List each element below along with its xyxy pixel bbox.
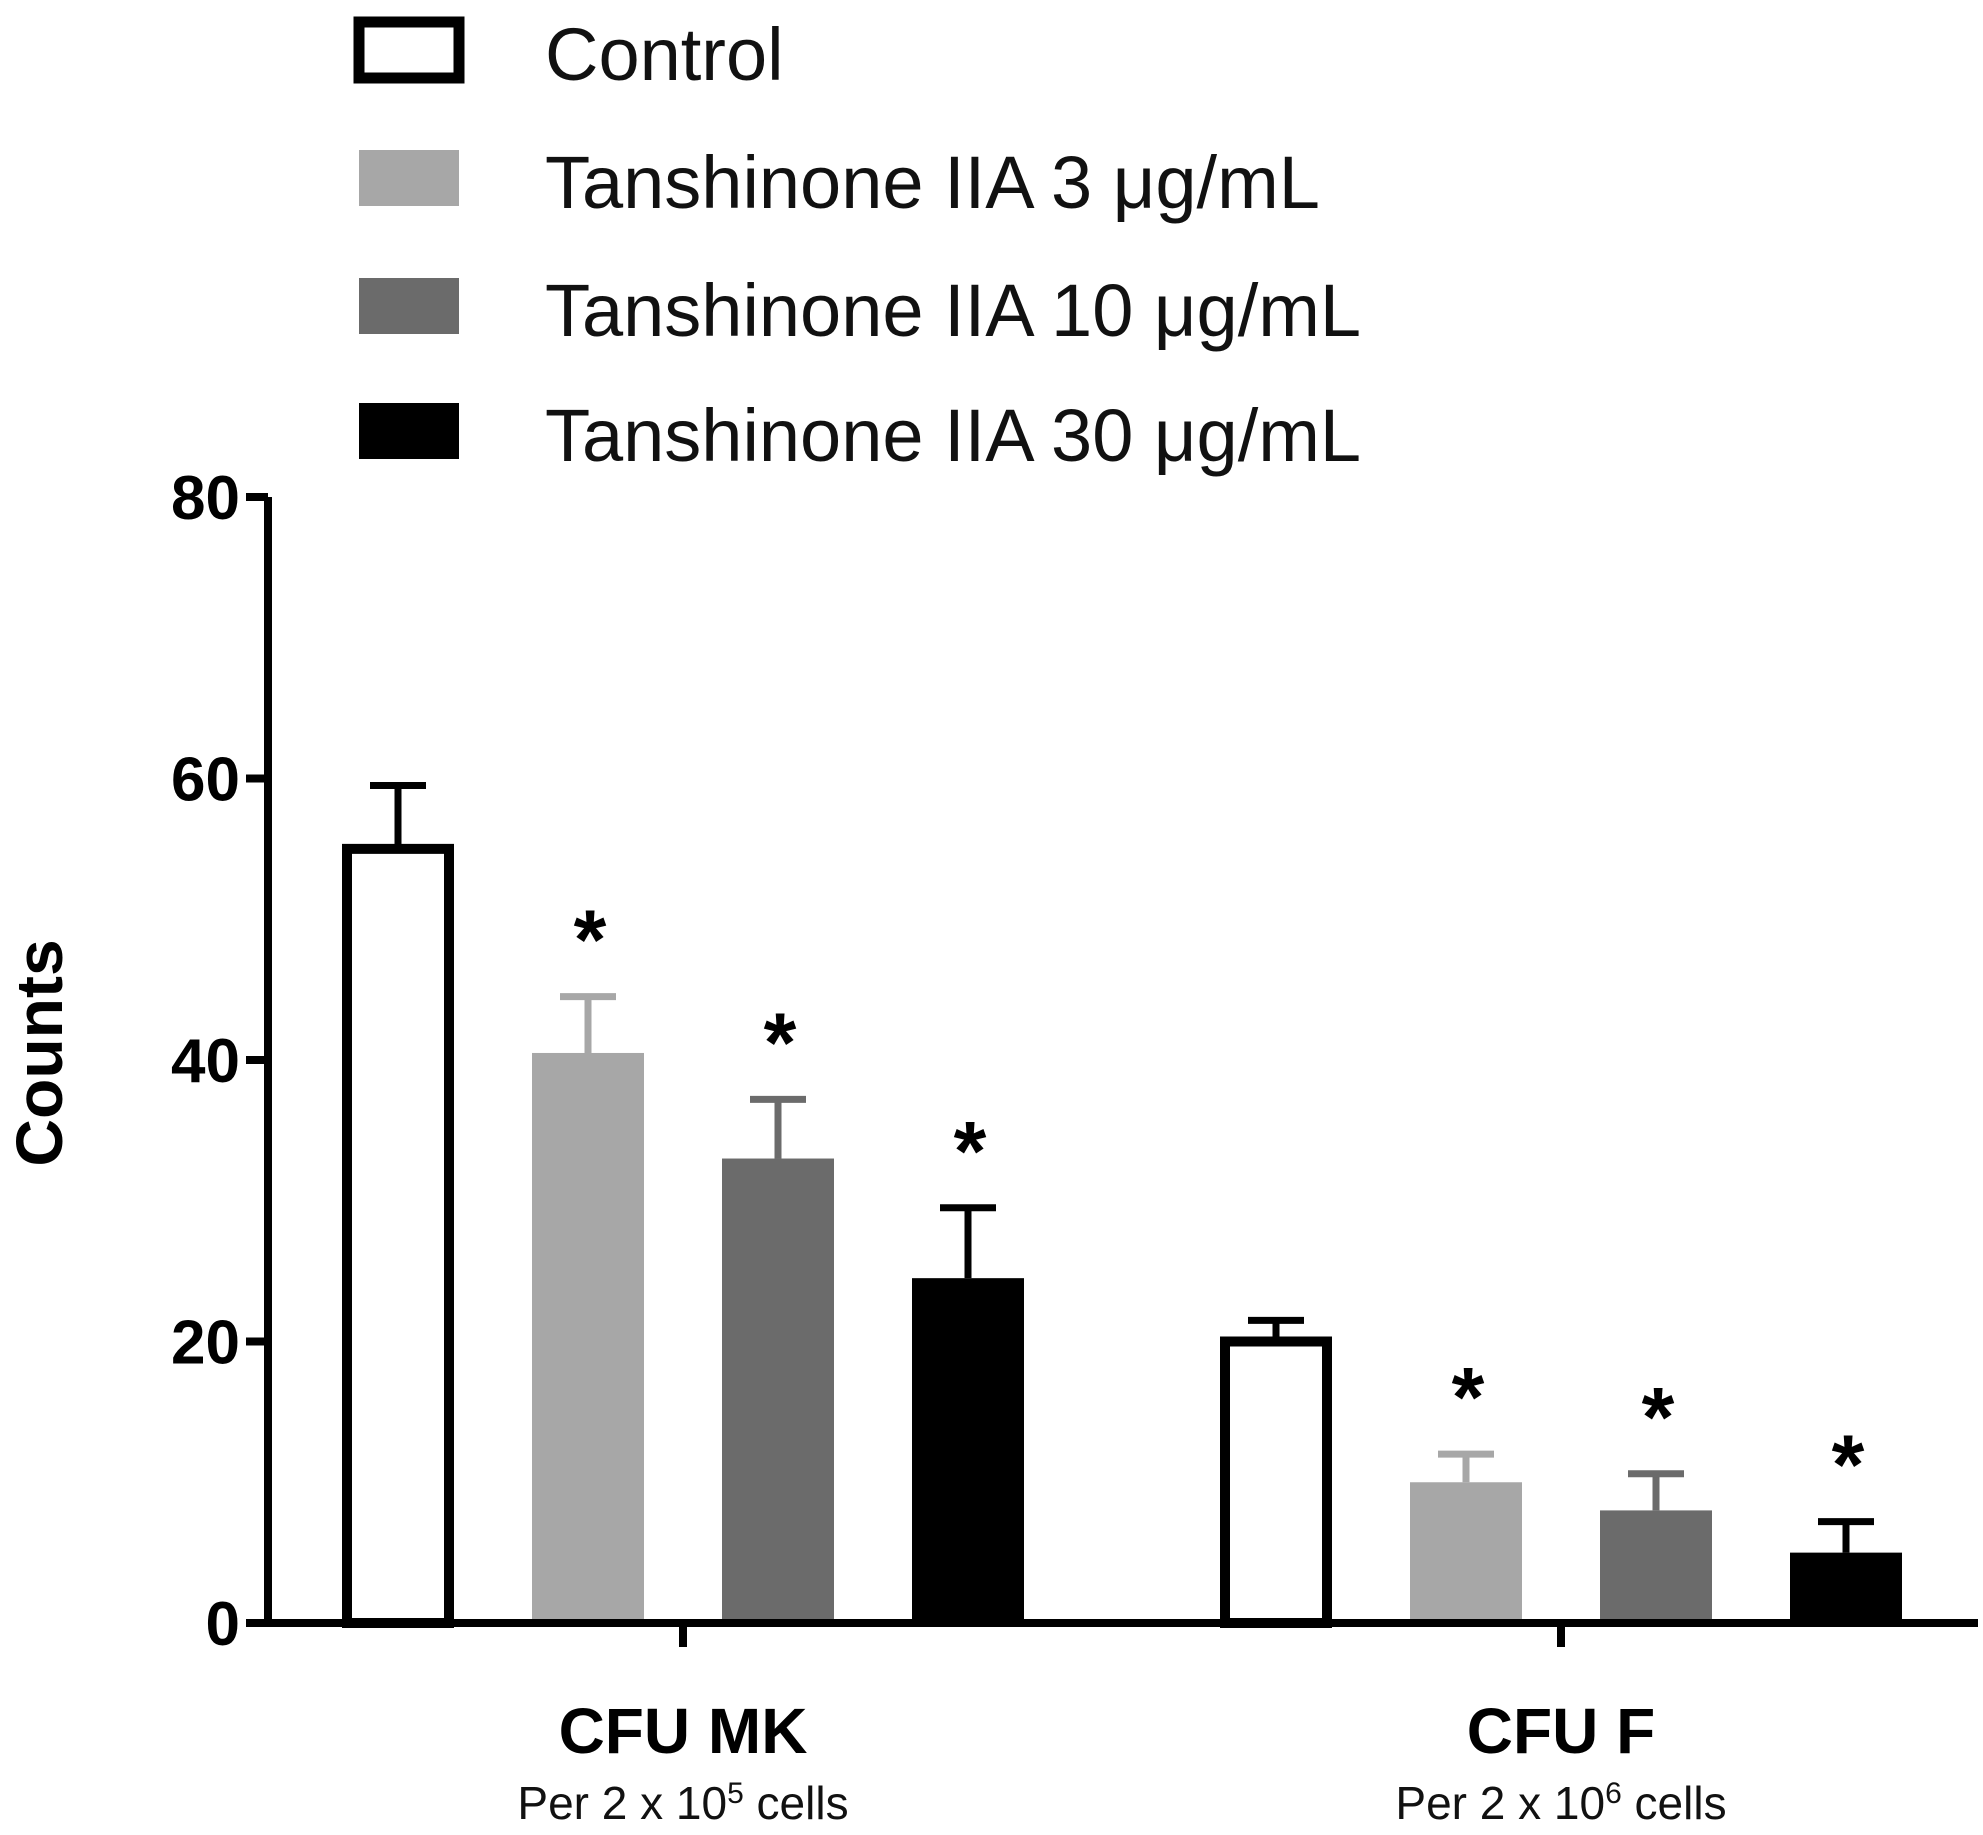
significance-marker: * xyxy=(954,1104,987,1198)
legend-swatch xyxy=(359,150,459,206)
legend: Control Tanshinone IIA 3 μg/mL Tanshinone … xyxy=(353,13,1361,477)
legend-label: Tanshinone IIA 3 μg/mL xyxy=(545,141,1320,224)
x-tick-sublabel: Per 2 x 106 cells xyxy=(1395,1777,1726,1830)
bar xyxy=(1410,1482,1522,1623)
significance-marker: * xyxy=(1642,1370,1675,1464)
x-tick-label: CFU MK xyxy=(559,1695,808,1767)
y-axis: 0 20 40 60 80 xyxy=(171,464,272,1659)
bar xyxy=(1220,1336,1332,1628)
bar xyxy=(342,843,454,1628)
bar xyxy=(1790,1552,1902,1623)
significance-marker: * xyxy=(1832,1418,1865,1512)
significance-marker: * xyxy=(574,893,607,987)
legend-label: Tanshinone IIA 10 μg/mL xyxy=(545,269,1361,352)
y-axis-title: Counts xyxy=(2,939,76,1166)
legend-swatch xyxy=(359,278,459,334)
y-tick-label: 20 xyxy=(171,1309,240,1378)
bar xyxy=(722,1158,834,1623)
x-tick-sublabel: Per 2 x 105 cells xyxy=(517,1777,848,1830)
x-tick-label: CFU F xyxy=(1467,1695,1655,1767)
legend-label: Control xyxy=(545,13,784,96)
bar-series: * * * * * * xyxy=(342,782,1902,1628)
significance-marker: * xyxy=(1452,1350,1485,1444)
legend-label: Tanshinone IIA 30 μg/mL xyxy=(545,394,1361,477)
bar xyxy=(532,1052,644,1623)
x-axis: CFU MK Per 2 x 105 cells CFU F Per 2 x 106 … xyxy=(264,1619,1978,1830)
significance-marker: * xyxy=(764,995,797,1089)
y-tick-label: 0 xyxy=(206,1590,240,1659)
legend-swatch xyxy=(353,16,465,84)
y-tick-label: 40 xyxy=(171,1027,240,1096)
legend-swatch xyxy=(359,403,459,459)
bar xyxy=(1600,1510,1712,1623)
bar xyxy=(912,1278,1024,1623)
y-tick-label: 60 xyxy=(171,746,240,815)
y-tick-label: 80 xyxy=(171,464,240,533)
